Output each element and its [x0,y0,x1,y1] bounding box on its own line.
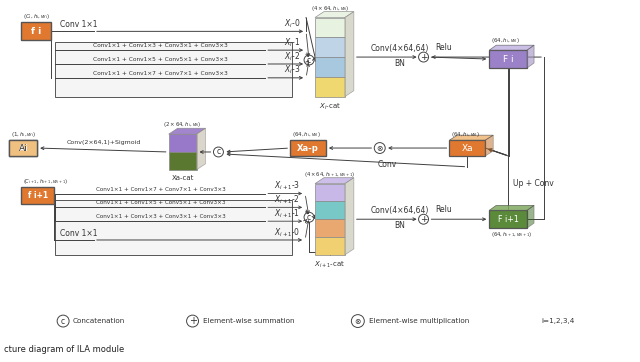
Text: $X_{i+1}$-0: $X_{i+1}$-0 [274,226,300,239]
Text: Ai: Ai [19,143,28,152]
Polygon shape [315,12,354,17]
Text: Concatenation: Concatenation [73,318,125,324]
Text: $X_{i+1}$-cat: $X_{i+1}$-cat [314,260,346,270]
Text: $X_{i+1}$-3: $X_{i+1}$-3 [274,180,300,192]
Text: i=1,2,3,4: i=1,2,3,4 [541,318,575,324]
Text: Up + Conv: Up + Conv [513,178,554,188]
Polygon shape [449,140,485,156]
Text: c: c [307,213,311,222]
Text: Conv(4×64,64): Conv(4×64,64) [371,206,429,215]
Polygon shape [449,135,493,140]
Polygon shape [169,134,196,152]
Polygon shape [169,128,205,134]
Polygon shape [315,57,345,77]
Text: Xa-cat: Xa-cat [172,175,194,181]
Text: F i+1: F i+1 [498,215,518,224]
Polygon shape [527,205,534,228]
Text: Element-wise multiplication: Element-wise multiplication [369,318,469,324]
Polygon shape [489,50,527,68]
Text: $(C_i,h_i,w_i)$: $(C_i,h_i,w_i)$ [23,12,50,21]
Text: $X_i$-0: $X_i$-0 [284,17,300,30]
Text: BN: BN [394,59,405,68]
Polygon shape [315,237,345,255]
Text: f i: f i [31,27,42,36]
Text: Element-wise summation: Element-wise summation [202,318,294,324]
Polygon shape [169,152,196,170]
Polygon shape [345,178,354,255]
Text: Conv1×1 + Conv1×3 + Conv3×1 + Conv3×3: Conv1×1 + Conv1×3 + Conv3×1 + Conv3×3 [93,43,228,48]
Text: Xa: Xa [461,143,473,152]
Text: ⊗: ⊗ [355,316,361,325]
Text: Conv1×1 + Conv1×5 + Conv5×1 + Conv3×3: Conv1×1 + Conv1×5 + Conv5×1 + Conv3×3 [96,201,225,205]
Text: Conv1×1 + Conv1×7 + Conv7×1 + Conv3×3: Conv1×1 + Conv1×7 + Conv7×1 + Conv3×3 [96,186,225,191]
Text: F i: F i [503,55,513,64]
Text: +: + [420,215,428,224]
Text: Conv: Conv [378,160,397,169]
Text: Ai: Ai [19,143,28,152]
Bar [10,140,37,156]
Text: $X_{i+1}$-1: $X_{i+1}$-1 [274,207,300,220]
Text: Relu: Relu [435,43,452,52]
Text: +: + [189,316,196,326]
Text: Conv(2×64,1)+Sigmoid: Conv(2×64,1)+Sigmoid [67,140,141,145]
Polygon shape [315,184,345,201]
Polygon shape [489,205,534,210]
Text: $(1,h_i,w_i)$: $(1,h_i,w_i)$ [12,130,36,139]
Text: Conv(4×64,64): Conv(4×64,64) [371,44,429,53]
Polygon shape [315,77,345,97]
Text: $X_i$-1: $X_i$-1 [284,36,300,49]
Polygon shape [315,17,345,37]
Text: $(4\times64,h_i,w_i)$: $(4\times64,h_i,w_i)$ [311,4,349,13]
Text: $(C_{i+1},h_{i+1},w_{i+1})$: $(C_{i+1},h_{i+1},w_{i+1})$ [23,177,68,186]
Text: Conv 1×1: Conv 1×1 [60,20,98,29]
Text: $(4\times64,h_{i+1},w_{i+1})$: $(4\times64,h_{i+1},w_{i+1})$ [305,170,356,179]
Text: Relu: Relu [435,205,452,214]
Polygon shape [489,45,534,50]
Text: $X_i$-cat: $X_i$-cat [319,102,341,112]
Text: c: c [61,316,65,325]
Polygon shape [315,37,345,57]
Text: c: c [216,147,221,156]
Polygon shape [345,12,354,97]
Polygon shape [527,45,534,68]
Polygon shape [315,201,345,219]
Text: cture diagram of ILA module: cture diagram of ILA module [4,345,125,354]
Text: Conv 1×1: Conv 1×1 [60,229,98,238]
Bar [55,42,292,97]
Text: $(64,h_i,w_i)$: $(64,h_i,w_i)$ [292,130,321,139]
Text: ⊗: ⊗ [376,143,383,152]
Text: +: + [420,52,428,62]
Polygon shape [489,210,527,228]
Text: f i+1: f i+1 [28,191,48,200]
Text: $X_i$-2: $X_i$-2 [284,50,300,63]
Text: $(2\times64,h_i,w_i)$: $(2\times64,h_i,w_i)$ [163,120,202,129]
Polygon shape [315,219,345,237]
Bar [10,140,37,156]
Text: c: c [307,55,311,64]
Text: Xa-p: Xa-p [297,143,319,152]
Text: Conv1×1 + Conv1×5 + Conv5×1 + Conv3×3: Conv1×1 + Conv1×5 + Conv5×1 + Conv3×3 [93,57,228,62]
Bar [55,201,292,255]
Text: BN: BN [394,221,405,230]
Text: $X_i$-3: $X_i$-3 [284,64,300,76]
Polygon shape [485,135,493,156]
Polygon shape [196,128,205,170]
Text: Conv1×1 + Conv1×3 + Conv3×1 + Conv3×3: Conv1×1 + Conv1×3 + Conv3×1 + Conv3×3 [96,214,225,219]
Text: $(64,h_i,w_i)$: $(64,h_i,w_i)$ [451,130,480,139]
Bar [21,186,54,205]
Text: $(64,h_{i+1},w_{i+1})$: $(64,h_{i+1},w_{i+1})$ [492,230,532,239]
Text: $(64,h_i,w_i)$: $(64,h_i,w_i)$ [492,36,520,45]
Polygon shape [315,178,354,184]
Bar [21,22,51,40]
Text: Conv1×1 + Conv1×7 + Conv7×1 + Conv3×3: Conv1×1 + Conv1×7 + Conv7×1 + Conv3×3 [93,71,228,76]
Bar [290,140,326,156]
Text: $X_{i+1}$-2: $X_{i+1}$-2 [274,193,300,206]
